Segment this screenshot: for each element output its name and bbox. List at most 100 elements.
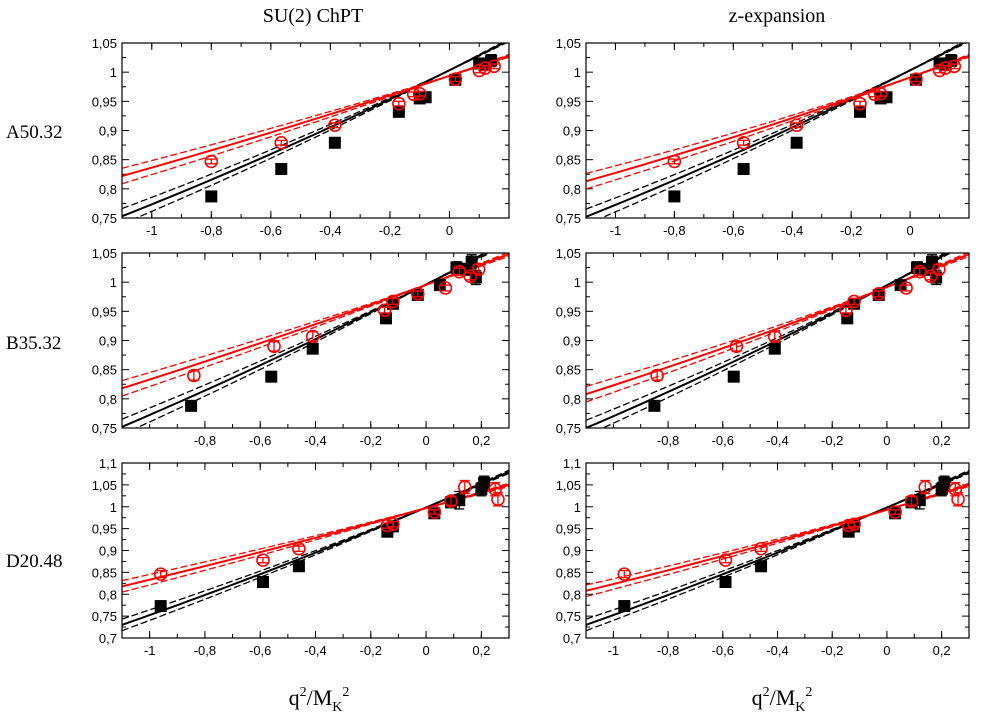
data-point-circle xyxy=(667,154,682,169)
x-tick-label: 0,2 xyxy=(933,433,951,448)
data-point-square xyxy=(737,163,750,175)
fit-line-f0 xyxy=(122,253,509,390)
y-tick-label: 0,7 xyxy=(99,631,117,646)
row-label-d20: D20.48 xyxy=(6,551,62,572)
y-tick-label: 0,9 xyxy=(563,124,581,139)
data-point-circle xyxy=(853,96,867,111)
data-point-circle xyxy=(736,135,751,150)
data-point-square xyxy=(205,190,218,203)
x-tick-label: -0,8 xyxy=(194,433,216,448)
plot-frame xyxy=(121,252,510,429)
data-point-circle xyxy=(718,553,733,567)
y-tick-label: 1,05 xyxy=(556,36,581,51)
y-tick-label: 0,7 xyxy=(563,631,581,646)
fit-line-f0 xyxy=(586,253,969,396)
data-point-circle xyxy=(909,72,923,86)
x-tick-label: -0,6 xyxy=(712,643,734,658)
fit-lines xyxy=(586,469,969,632)
x-axis-label-right: q2/MK2 xyxy=(752,685,813,715)
y-tick-label: 1 xyxy=(574,275,581,290)
y-tick-label: 0,75 xyxy=(556,421,581,436)
x-tick-label: 0,2 xyxy=(472,433,490,448)
y-tick-label: 0,85 xyxy=(92,153,117,168)
x-tick-label: -0,8 xyxy=(657,433,679,448)
data-point-circle xyxy=(457,480,472,494)
fit-lines xyxy=(122,469,509,632)
data-point-circle xyxy=(204,154,219,169)
data-point-circle xyxy=(617,567,632,581)
x-tick-label: 0 xyxy=(906,223,913,238)
y-tick-label: 0,9 xyxy=(99,124,117,139)
fit-line-f0 xyxy=(586,483,969,592)
y-tick-label: 0,75 xyxy=(92,609,117,624)
x-tick-label: -1 xyxy=(144,643,156,658)
data-point-circle xyxy=(491,492,505,507)
data-point-circle xyxy=(923,269,938,284)
x-tick-label: 0 xyxy=(883,643,890,658)
y-tick-label: 0,95 xyxy=(556,94,581,109)
y-tick-label: 1 xyxy=(110,500,117,515)
data-point-circle xyxy=(873,86,888,101)
fit-band-upper-f0 xyxy=(122,53,509,169)
data-point-circle xyxy=(789,118,804,133)
x-tick-label: -0,4 xyxy=(766,643,788,658)
data-point-circle xyxy=(386,294,400,309)
panel-5: 0,7 0,75 0,8 0,85 0,9 0,95 1 1,05 1,1 -1 -0,8 -0,6 -… xyxy=(92,456,510,658)
data-point-circle xyxy=(274,135,289,150)
y-tick-label: 0,9 xyxy=(563,334,581,349)
data-point-circle xyxy=(153,567,168,581)
fit-band-upper-f0 xyxy=(586,482,969,586)
fit-band-upper-f+ xyxy=(122,43,503,210)
fit-band-lower-f0 xyxy=(122,56,509,185)
y-tick-label: 1 xyxy=(110,65,117,80)
x-tick-label: -0,8 xyxy=(200,223,222,238)
x-tick-label: -0,2 xyxy=(821,433,843,448)
data-point-circle xyxy=(471,262,486,277)
data-point-square xyxy=(419,91,432,104)
panel-6: 0,7 0,75 0,8 0,85 0,9 0,95 1 1,05 1,1 -1 -0,8 -0,6 -… xyxy=(556,456,970,658)
fit-line-f+ xyxy=(586,43,966,218)
data-point-circle xyxy=(729,339,744,354)
x-tick-label: 0 xyxy=(422,643,429,658)
data-point-square xyxy=(727,370,740,383)
panel-2: 0,75 0,8 0,85 0,9 0,95 1 1,05 -1 -0,8 -0,6 -0,4 -0,… xyxy=(556,36,970,238)
x-tick-label: 0 xyxy=(883,433,890,448)
plot-frame xyxy=(585,462,970,639)
data-point-square xyxy=(292,560,305,573)
data-point-square xyxy=(478,476,491,489)
data-point-circle xyxy=(839,303,853,317)
data-point-circle xyxy=(487,59,501,74)
data-point-square xyxy=(328,136,341,149)
fit-line-f0 xyxy=(586,54,969,183)
fit-band-lower-f0 xyxy=(122,255,509,397)
data-point-circle xyxy=(847,517,861,532)
data-point-circle xyxy=(754,541,768,556)
y-tick-label: 0,85 xyxy=(556,153,581,168)
fit-band-upper-f+ xyxy=(586,469,969,620)
x-tick-label: -0,4 xyxy=(319,223,341,238)
data-point-circle xyxy=(948,482,963,497)
panel-1: 0,75 0,8 0,85 0,9 0,95 1 1,05 -1 -0,8 -0,6 -0,4 -0,… xyxy=(92,36,510,238)
x-tick-label: 0,2 xyxy=(933,643,951,658)
x-tick-label: -0,6 xyxy=(712,433,734,448)
y-tick-label: 0,75 xyxy=(556,609,581,624)
y-tick-label: 0,95 xyxy=(92,522,117,537)
x-tick-label: -1 xyxy=(146,223,158,238)
fit-lines xyxy=(122,43,509,218)
fit-band-upper-f+ xyxy=(122,469,509,620)
fit-line-f+ xyxy=(122,253,490,428)
x-tick-label: -0,8 xyxy=(657,643,679,658)
data-point-circle xyxy=(947,59,962,74)
data-point-circle xyxy=(328,118,342,133)
y-tick-label: 1,05 xyxy=(556,246,581,261)
y-tick-label: 0,8 xyxy=(99,182,117,197)
data-point-circle xyxy=(932,262,946,277)
y-tick-label: 0,75 xyxy=(92,421,117,436)
x-tick-label: 0 xyxy=(422,433,429,448)
x-tick-label: -1 xyxy=(608,643,620,658)
panel-3: 0,75 0,8 0,85 0,9 0,95 1 1,05 -0,8 -0,6 -0,4 -0,2 0… xyxy=(92,246,510,448)
x-tick-label: -0,2 xyxy=(360,433,382,448)
column-title-zexp: z-expansion xyxy=(729,5,826,27)
y-tick-label: 0,9 xyxy=(99,544,117,559)
data-point-square xyxy=(790,136,803,149)
